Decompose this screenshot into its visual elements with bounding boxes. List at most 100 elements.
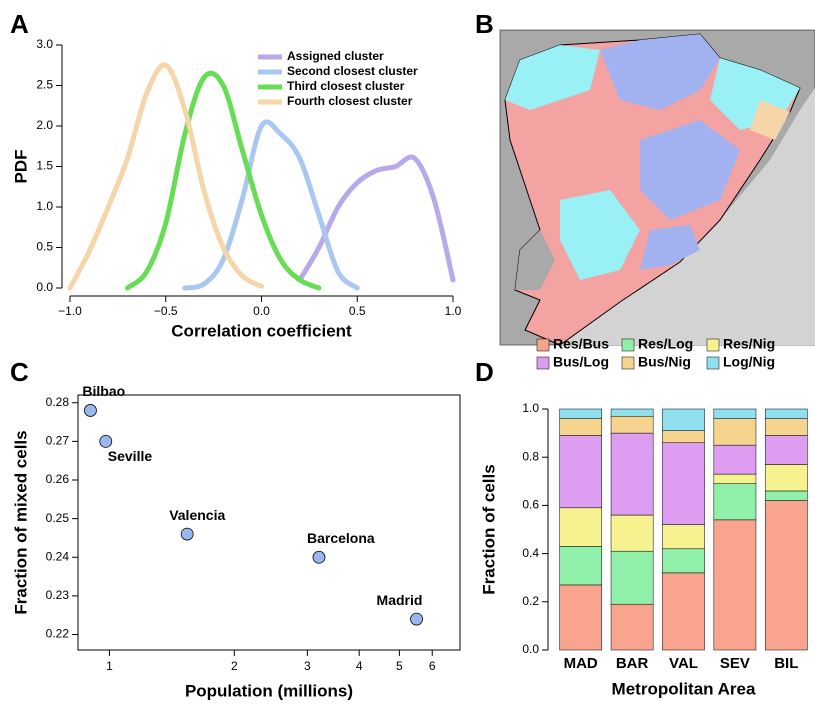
bar-segment [610,603,654,651]
bar-segment [764,464,808,492]
x-axis-label: Population (millions) [185,681,353,700]
legend-label: Bus/Log [553,354,609,370]
x-tick-label: 2 [231,659,238,673]
data-point [180,527,194,541]
point-label: Bilbao [82,383,125,399]
y-tick-label: 0.26 [46,472,70,486]
y-tick-label: 1.5 [36,159,53,173]
y-tick-label: 2.5 [36,78,53,92]
density-curve [67,62,264,291]
x-axis-label: Metropolitan Area [612,679,756,698]
map-region [640,225,700,270]
map [499,29,815,346]
data-point [84,404,97,417]
map-region [505,45,600,110]
plot-frame [77,394,461,651]
y-tick-label: 0.28 [46,395,70,409]
bar-segment [764,500,808,651]
panel-label: A [10,9,29,39]
bar-segment [713,418,757,446]
bar-segment [764,408,808,419]
x-tick-label: 5 [396,659,403,673]
y-tick-label: 0.27 [46,434,70,448]
panel-label: B [475,9,494,39]
y-axis-label: Fraction of mixed cells [11,430,30,614]
legend-swatch [536,356,550,370]
x-tick-label: 4 [356,659,363,673]
x-tick-label: 3 [304,659,311,673]
panel-label: D [475,357,494,387]
legend-label: Assigned cluster [287,49,384,63]
point-label: Barcelona [307,530,375,546]
y-tick-label: 0.4 [522,546,539,560]
y-tick-label: 0.25 [46,511,70,525]
map-region [640,120,740,220]
bar-segment [662,524,705,550]
legend-swatch [706,356,720,370]
legend-label: Res/Log [638,336,693,352]
legend-label: Res/Bus [553,336,609,352]
bar-segment [559,408,603,419]
bar-segment [713,483,757,521]
y-tick-label: 3.0 [36,37,53,51]
y-tick-label: 0.2 [522,594,539,608]
y-tick-label: 0.0 [36,280,53,294]
bar-segment [559,507,603,547]
legend-swatch [621,356,635,370]
panel-label: C [10,357,29,387]
legend-swatch [621,338,635,352]
y-tick-label: 0.6 [522,498,539,512]
bar-segment [713,444,757,475]
y-tick-label: 2.0 [36,118,53,132]
x-tick-label: SEV [720,655,750,672]
x-tick-label: 1.0 [445,304,462,318]
x-tick-label: 0.0 [253,304,270,318]
bar-segment [610,415,654,434]
legend-label: Second closest cluster [287,64,418,78]
point-label: Valencia [169,507,225,523]
density-curve [124,70,322,291]
bar-segment [559,584,603,651]
x-tick-label: BIL [774,655,798,672]
data-point [312,550,326,564]
y-tick-label: 0.8 [522,449,539,463]
x-tick-label: MAD [564,655,598,672]
y-tick-label: 0.5 [36,240,53,254]
bar-segment [713,408,757,419]
y-tick-label: 0.22 [46,627,70,641]
legend-label: Third closest cluster [287,79,405,93]
x-tick-label: BAR [616,655,649,672]
legend-label: Bus/Nig [638,354,691,370]
x-tick-label: 1 [106,659,113,673]
map-region [750,100,790,140]
y-tick-label: 0.24 [46,549,70,563]
bar-segment [662,430,705,443]
legend-swatch [706,338,720,352]
bar-segment [662,442,705,525]
legend-label: Res/Nig [723,336,775,352]
y-tick-label: 0.0 [522,642,539,656]
y-axis-label: PDF [11,150,30,184]
point-label: Seville [108,448,153,464]
bar-segment [662,572,705,651]
y-tick-label: 1.0 [36,199,53,213]
x-tick-label: 0.5 [349,304,366,318]
x-tick-label: −1.0 [58,304,82,318]
map-region [600,34,720,110]
bar-segment [764,490,808,501]
bar-segment [662,548,705,574]
density-curve [297,154,456,283]
y-tick-label: 0.23 [46,588,70,602]
bar-segment [610,432,654,516]
bar-segment [662,408,705,431]
bar-segment [764,435,808,465]
legend-swatch [536,338,550,352]
y-tick-label: 1.0 [522,401,539,415]
bar-segment [559,546,603,586]
bar-segment [559,418,603,436]
legend-label: Fourth closest cluster [287,94,413,108]
x-tick-label: 6 [429,659,436,673]
bar-segment [559,435,603,509]
bar-segment [764,418,808,436]
bar-segment [610,550,654,605]
